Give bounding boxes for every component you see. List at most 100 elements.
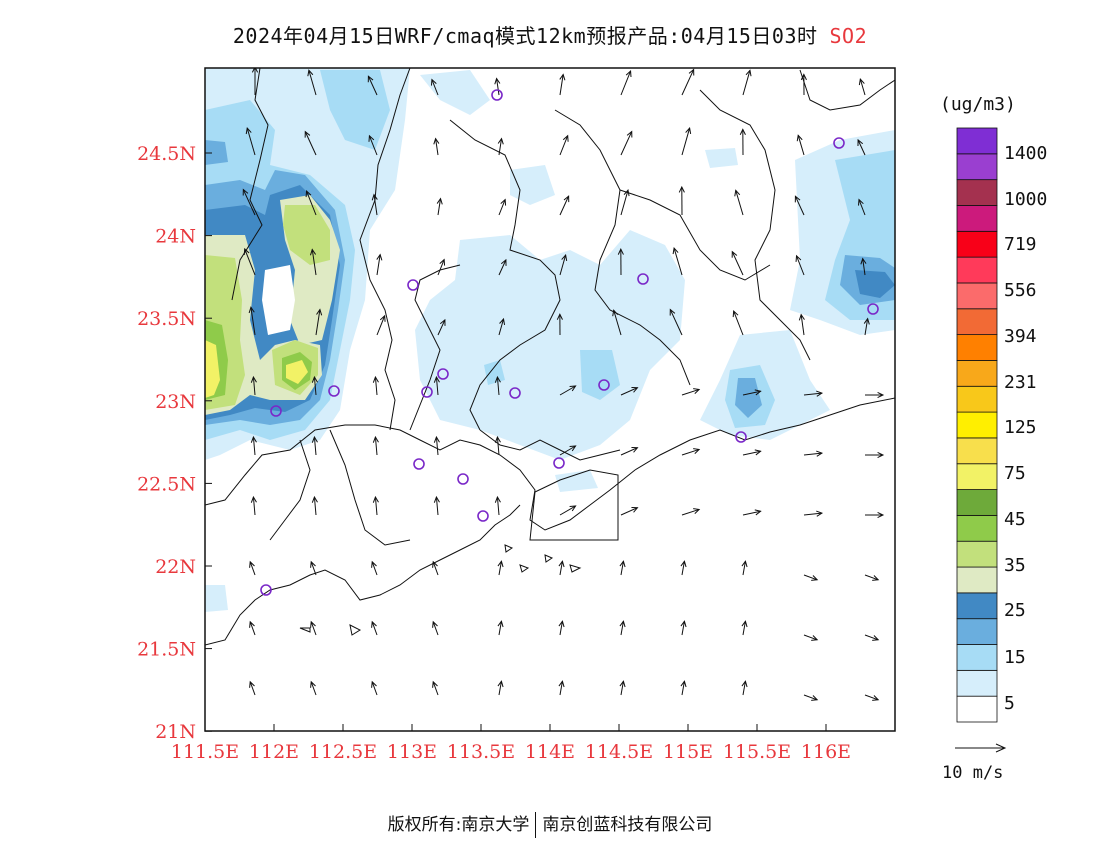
wind-arrow bbox=[559, 135, 569, 156]
wind-arrowhead bbox=[250, 495, 257, 503]
province-border-7 bbox=[619, 189, 771, 281]
x-tick-label: 113E bbox=[387, 741, 437, 763]
wind-arrowhead bbox=[731, 250, 738, 258]
wind-arrowhead bbox=[800, 73, 807, 81]
island-3 bbox=[504, 544, 514, 553]
wind-arrowhead bbox=[430, 78, 437, 86]
wind-arrow bbox=[244, 248, 256, 276]
footer-separator bbox=[535, 812, 537, 838]
wind-arrowhead bbox=[619, 620, 626, 628]
footer: 版权所有:南京大学 南京创蓝科技有限公司 bbox=[0, 810, 1100, 838]
wind-arrow bbox=[864, 574, 879, 581]
wind-arrow bbox=[496, 377, 500, 396]
wind-arrowhead bbox=[872, 695, 880, 701]
wind-arrow bbox=[733, 310, 744, 336]
wind-arrowhead bbox=[499, 317, 506, 326]
wind-arrowhead bbox=[433, 375, 440, 383]
colorbar-label: 1400 bbox=[1004, 143, 1047, 164]
site-marker bbox=[328, 385, 340, 397]
x-tick-label: 114.5E bbox=[585, 741, 653, 763]
wind-arrow bbox=[431, 79, 439, 96]
wind-arrowhead bbox=[739, 128, 746, 135]
colorbar-label: 231 bbox=[1004, 372, 1037, 393]
wind-arrow bbox=[864, 318, 869, 336]
wind-arrow bbox=[803, 694, 818, 701]
wind-arrowhead bbox=[617, 248, 624, 255]
wind-arrow bbox=[681, 388, 700, 396]
wind-arrowhead bbox=[796, 134, 803, 142]
colorbar-swatch bbox=[956, 230, 998, 258]
wind-arrowhead bbox=[432, 620, 438, 628]
y-tick-label: 21.5N bbox=[137, 639, 196, 661]
conc-75-area-mid bbox=[286, 360, 308, 384]
wind-arrow bbox=[620, 190, 629, 216]
wind-arrowhead bbox=[433, 137, 440, 145]
x-tick-label: 112.5E bbox=[309, 741, 377, 763]
wind-arrowhead bbox=[631, 446, 639, 453]
wind-arrow bbox=[559, 505, 576, 516]
wind-arrow bbox=[742, 390, 761, 396]
x-tick-label: 111.5E bbox=[171, 741, 239, 763]
wind-arrow bbox=[803, 392, 822, 396]
site-marker bbox=[833, 137, 845, 149]
wind-arrow bbox=[620, 387, 638, 396]
colorbar-label: 5 bbox=[1004, 693, 1015, 714]
wind-arrow bbox=[374, 497, 378, 516]
colorbar-swatch bbox=[956, 256, 998, 284]
wind-arrowhead bbox=[754, 449, 762, 456]
province-border-6 bbox=[799, 69, 895, 111]
wind-arrow bbox=[250, 307, 256, 336]
colorbar-label: 35 bbox=[1004, 555, 1026, 576]
conc-15-area-north bbox=[320, 70, 390, 150]
wind-arrowhead bbox=[372, 495, 379, 503]
site-marker bbox=[421, 386, 433, 398]
wind-arrow bbox=[620, 447, 638, 456]
colorbar-swatch bbox=[956, 308, 998, 336]
wind-arrowhead bbox=[672, 247, 679, 255]
wind-arrowhead bbox=[569, 385, 577, 392]
title-main: 2024年04月15日WRF/cmaq模式12km预报产品:04月15日03时 bbox=[232, 24, 818, 48]
wind-arrowhead bbox=[754, 389, 762, 396]
hk-box bbox=[529, 469, 619, 541]
wind-arrowhead bbox=[811, 695, 819, 701]
colorbar-label: 45 bbox=[1004, 509, 1026, 530]
map-title: 2024年04月15日WRF/cmaq模式12km预报产品:04月15日03时 S… bbox=[0, 20, 1100, 49]
site-marker bbox=[637, 273, 649, 285]
x-tick-label: 115E bbox=[663, 741, 713, 763]
wind-arrow bbox=[559, 621, 563, 636]
wind-arrow bbox=[742, 561, 746, 576]
wind-arrowhead bbox=[310, 560, 316, 568]
wind-arrow bbox=[864, 634, 879, 641]
wind-arrow bbox=[498, 259, 507, 276]
y-tick-label: 21N bbox=[155, 721, 196, 743]
wind-arrowhead bbox=[432, 560, 438, 568]
wind-arrow bbox=[803, 574, 818, 581]
conc-5-area-north bbox=[420, 70, 490, 115]
y-axis: 24.5N 24N 23.5N 23N 22.5N 22N 21.5N 21N bbox=[137, 143, 212, 743]
wind-arrow bbox=[498, 138, 503, 156]
wind-arrow bbox=[435, 377, 439, 396]
wind-arrowhead bbox=[494, 77, 501, 85]
x-tick-label: 112E bbox=[249, 741, 299, 763]
wind-arrow bbox=[620, 621, 624, 636]
wind-arrow bbox=[803, 452, 822, 456]
colorbar-label: 394 bbox=[1004, 326, 1037, 347]
wind-arrowhead bbox=[242, 188, 249, 196]
border-south bbox=[329, 429, 411, 546]
province-border-3 bbox=[449, 119, 561, 431]
conc-5-area-patch1 bbox=[510, 165, 555, 205]
province-border-4 bbox=[554, 109, 691, 386]
wind-arrowhead bbox=[877, 511, 885, 519]
x-tick-label: 113.5E bbox=[447, 741, 515, 763]
wind-arrow bbox=[797, 135, 805, 156]
wind-arrowhead bbox=[795, 254, 802, 262]
island-1 bbox=[299, 627, 311, 633]
wind-arrow bbox=[864, 694, 879, 701]
wind-arrowhead bbox=[745, 69, 752, 77]
wind-arrowhead bbox=[500, 258, 507, 266]
wind-arrow bbox=[432, 561, 439, 576]
wind-arrowhead bbox=[816, 510, 824, 517]
wind-arrow bbox=[496, 497, 500, 516]
colorbar-swatch bbox=[956, 592, 998, 620]
wind-arrow bbox=[559, 561, 563, 576]
